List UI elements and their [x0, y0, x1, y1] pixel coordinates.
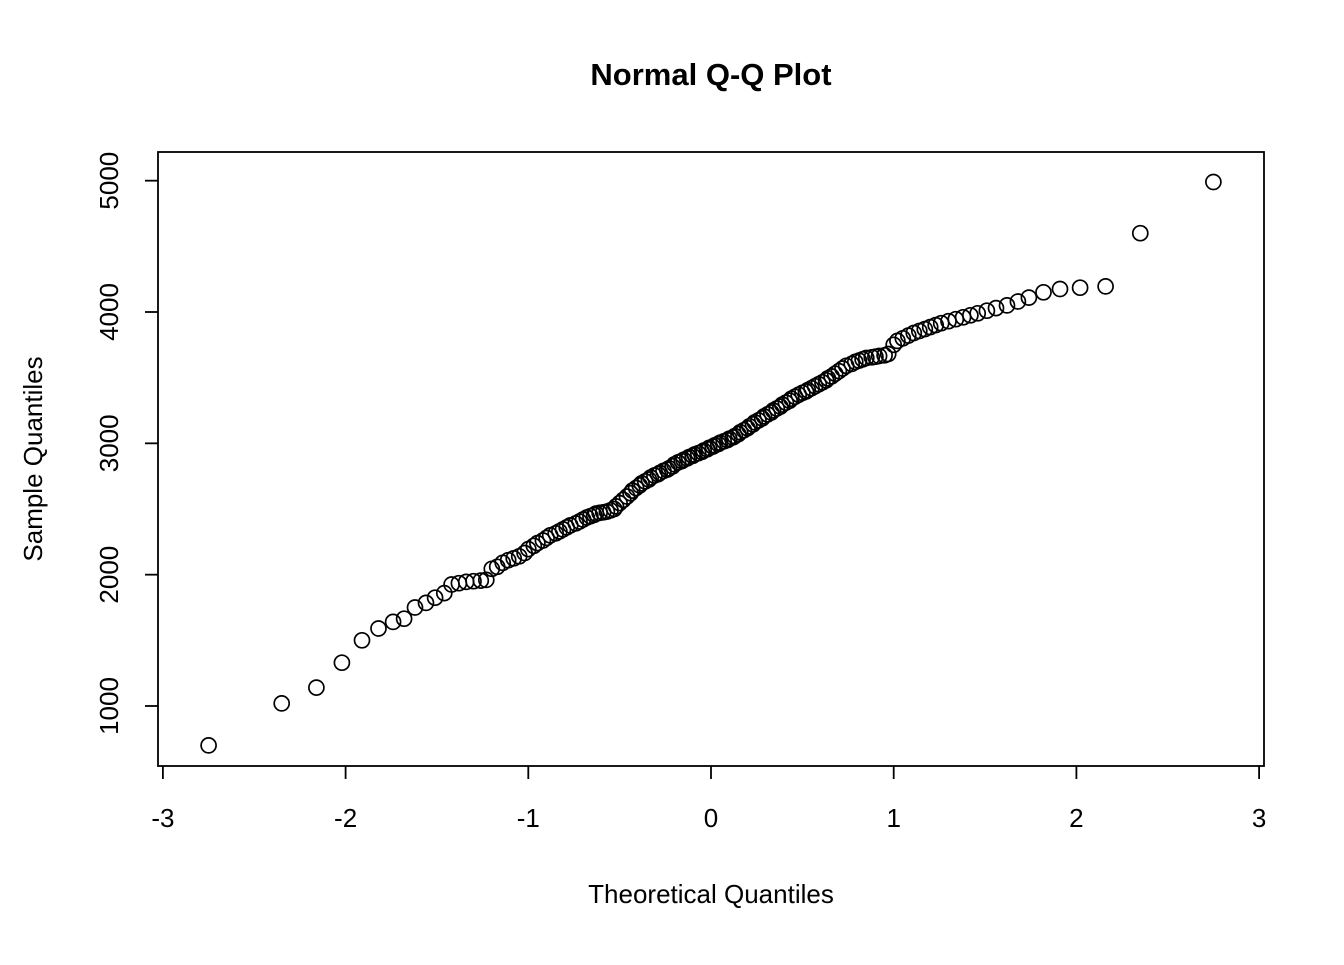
data-point-circle [472, 572, 490, 589]
data-point-circle [651, 464, 669, 482]
data-point-circle [1131, 224, 1149, 242]
data-point-circle [333, 654, 351, 672]
data-point-circle [1020, 289, 1038, 306]
data-point-circle [998, 297, 1016, 314]
y-tick-label: 5000 [94, 152, 124, 210]
data-point-circle [395, 610, 413, 628]
data-point-circle [750, 412, 767, 429]
data-point-circle [726, 427, 744, 445]
data-point-circle [987, 299, 1005, 317]
data-point-circle [772, 398, 789, 415]
data-point-circle [762, 404, 780, 421]
data-point-circle [477, 571, 495, 589]
data-point-circle [631, 477, 649, 494]
x-tick-label: 3 [1252, 803, 1266, 833]
y-tick-label: 3000 [94, 414, 124, 472]
data-point-circle [1035, 283, 1052, 301]
data-point-circle [843, 355, 861, 373]
data-point-circle [753, 410, 771, 427]
data-point-circle [353, 631, 371, 649]
x-tick-label: -2 [334, 803, 357, 833]
x-tick-label: 1 [886, 803, 900, 833]
x-tick-label: -3 [151, 803, 174, 833]
data-point-circle [370, 620, 387, 637]
data-point-circle [308, 679, 325, 696]
x-tick-label: 2 [1069, 803, 1083, 833]
data-point-circle [384, 613, 402, 631]
data-point-circle [525, 537, 543, 555]
data-point-circle [618, 488, 636, 505]
data-point-circle [768, 400, 786, 417]
data-point-circle [465, 572, 482, 590]
data-point-circle [426, 589, 444, 607]
data-point-circle [781, 392, 798, 410]
x-tick-label: 0 [704, 803, 718, 833]
data-point-circle [200, 737, 217, 754]
x-axis-label: Theoretical Quantiles [588, 879, 834, 909]
y-tick-label: 4000 [94, 283, 124, 341]
chart-title: Normal Q-Q Plot [590, 57, 831, 92]
data-point-circle [978, 302, 996, 320]
data-point-circle [538, 529, 555, 547]
data-point-circle [814, 373, 831, 391]
data-point-circle [744, 415, 762, 433]
data-point-circle [879, 345, 897, 363]
data-point-circle [735, 421, 753, 439]
data-point-circle [660, 459, 678, 477]
data-point-circle [741, 417, 758, 435]
data-point-circle [1205, 173, 1222, 191]
data-point-circle [857, 349, 875, 367]
data-point-circle [642, 469, 660, 486]
data-point-circle [1097, 278, 1114, 295]
plot-box [157, 151, 1265, 767]
data-point-circle [1009, 293, 1027, 310]
data-point-circle [730, 425, 747, 443]
y-axis-ticks: 1000 2000 3000 4000 5000 [94, 152, 158, 735]
y-tick-label: 1000 [94, 677, 124, 735]
data-point-circle [406, 599, 424, 616]
data-points [200, 173, 1222, 754]
data-point-circle [273, 695, 291, 712]
data-point-circle [1051, 280, 1069, 298]
data-point-circle [962, 306, 979, 324]
x-axis-ticks: -3 -2 -1 0 1 2 3 [151, 766, 1266, 833]
data-point-circle [417, 594, 435, 612]
data-point-circle [1071, 279, 1089, 297]
data-point-circle [605, 500, 623, 518]
y-tick-label: 2000 [94, 546, 124, 604]
y-axis-label: Sample Quantiles [18, 356, 48, 561]
data-point-circle [834, 360, 851, 377]
x-tick-label: -1 [517, 803, 540, 833]
data-point-circle [870, 347, 888, 365]
data-point-circle [969, 304, 987, 322]
